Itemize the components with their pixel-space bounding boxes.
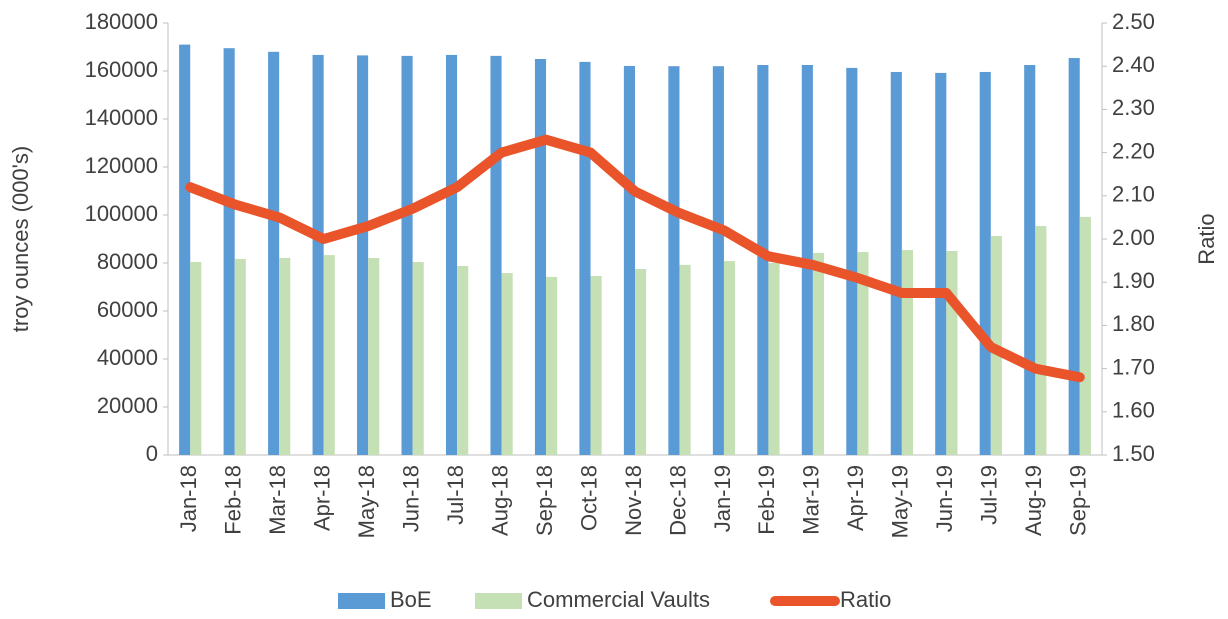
x-tick-label: May-19 xyxy=(888,465,913,538)
bar xyxy=(935,72,947,456)
bar xyxy=(179,44,191,455)
y2-tick-label: 2.10 xyxy=(1112,182,1155,207)
y2-tick-label: 2.50 xyxy=(1112,9,1155,34)
bar xyxy=(846,67,858,455)
y2-tick-label: 1.80 xyxy=(1112,311,1155,336)
legend-label: BoE xyxy=(390,587,432,612)
bar xyxy=(279,257,291,455)
bar xyxy=(1079,216,1091,455)
bar xyxy=(457,266,469,455)
y-tick-label: 120000 xyxy=(85,153,158,178)
x-tick-label: Apr-19 xyxy=(843,465,868,531)
y2-tick-label: 1.60 xyxy=(1112,398,1155,423)
bar xyxy=(668,66,680,455)
bar xyxy=(501,273,513,455)
x-tick-label: Jan-18 xyxy=(176,465,201,532)
bar xyxy=(679,264,691,455)
bar xyxy=(901,250,913,455)
x-tick-label: Feb-18 xyxy=(221,465,246,535)
y2-tick-label: 2.40 xyxy=(1112,52,1155,77)
bar xyxy=(412,262,424,455)
bar xyxy=(546,276,558,455)
bar xyxy=(1035,226,1047,455)
bar xyxy=(757,65,769,455)
y-tick-label: 180000 xyxy=(85,9,158,34)
bar xyxy=(768,263,780,455)
x-tick-label: Jun-18 xyxy=(398,465,423,532)
bar xyxy=(946,251,958,455)
x-tick-label: Apr-18 xyxy=(309,465,334,531)
y2-tick-label: 1.70 xyxy=(1112,354,1155,379)
x-tick-label: Nov-18 xyxy=(621,465,646,536)
bar xyxy=(579,61,591,455)
y2-tick-label: 1.50 xyxy=(1112,441,1155,466)
bar xyxy=(223,48,235,455)
bar xyxy=(590,275,602,455)
x-tick-label: Oct-18 xyxy=(576,465,601,531)
line xyxy=(185,134,1085,383)
legend-swatch xyxy=(338,593,385,609)
legend-label: Ratio xyxy=(840,587,891,612)
y-tick-label: 100000 xyxy=(85,201,158,226)
bar xyxy=(490,55,502,455)
bar xyxy=(890,71,902,456)
bar xyxy=(623,65,635,456)
bar xyxy=(635,269,647,455)
y2-tick-label: 1.90 xyxy=(1112,268,1155,293)
bar xyxy=(534,59,547,455)
bar xyxy=(312,54,324,456)
y-tick-label: 40000 xyxy=(97,345,158,370)
bar xyxy=(268,51,280,456)
y-tick-label: 60000 xyxy=(97,297,158,322)
bar xyxy=(723,261,736,455)
y-tick-label: 20000 xyxy=(97,393,158,418)
x-tick-label: Mar-18 xyxy=(265,465,290,535)
x-tick-label: Dec-18 xyxy=(665,465,690,536)
bar xyxy=(234,258,246,455)
legend-swatch xyxy=(475,593,522,609)
bar xyxy=(979,71,991,456)
y-tick-label: 140000 xyxy=(85,105,158,130)
bar xyxy=(368,257,380,455)
bar xyxy=(323,255,335,455)
bar xyxy=(401,55,413,455)
x-tick-label: May-18 xyxy=(354,465,379,538)
y-tick-label: 0 xyxy=(146,441,158,466)
bar xyxy=(357,55,369,456)
x-tick-label: Sep-19 xyxy=(1066,465,1091,536)
bar xyxy=(190,262,202,455)
bar xyxy=(812,252,825,455)
x-tick-label: Jul-18 xyxy=(443,465,468,525)
bar xyxy=(1024,65,1036,455)
x-tick-label: Mar-19 xyxy=(799,465,824,535)
x-tick-label: Feb-19 xyxy=(754,465,779,535)
x-tick-label: Jun-19 xyxy=(932,465,957,532)
y-tick-label: 80000 xyxy=(97,249,158,274)
y2-tick-label: 2.30 xyxy=(1112,95,1155,120)
y-tick-label: 160000 xyxy=(85,57,158,82)
x-tick-label: Aug-19 xyxy=(1021,465,1046,536)
x-tick-label: Aug-18 xyxy=(487,465,512,536)
bar xyxy=(1068,58,1080,455)
bar xyxy=(712,66,724,455)
y2-axis-title: Ratio xyxy=(1194,213,1219,264)
y2-tick-label: 2.00 xyxy=(1112,225,1155,250)
y-axis-title: troy ounces (000's) xyxy=(8,146,33,332)
x-tick-label: Sep-18 xyxy=(532,465,557,536)
x-tick-label: Jan-19 xyxy=(710,465,735,532)
bar xyxy=(857,251,869,455)
bar xyxy=(445,54,458,456)
legend-label: Commercial Vaults xyxy=(527,587,710,612)
y2-tick-label: 2.20 xyxy=(1112,138,1155,163)
x-tick-label: Jul-19 xyxy=(977,465,1002,525)
